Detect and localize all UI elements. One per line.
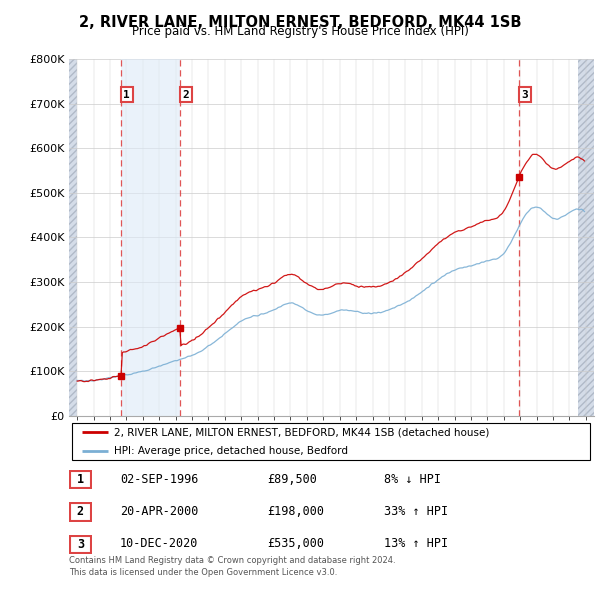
Text: Price paid vs. HM Land Registry's House Price Index (HPI): Price paid vs. HM Land Registry's House … xyxy=(131,25,469,38)
FancyBboxPatch shape xyxy=(70,503,91,520)
Text: 1: 1 xyxy=(77,473,84,486)
Bar xyxy=(578,59,594,416)
Text: 20-APR-2000: 20-APR-2000 xyxy=(120,505,199,518)
Bar xyxy=(69,59,77,416)
Text: Contains HM Land Registry data © Crown copyright and database right 2024.
This d: Contains HM Land Registry data © Crown c… xyxy=(69,556,395,577)
Text: 33% ↑ HPI: 33% ↑ HPI xyxy=(384,505,448,518)
FancyBboxPatch shape xyxy=(70,536,91,553)
Text: 8% ↓ HPI: 8% ↓ HPI xyxy=(384,473,441,486)
Bar xyxy=(578,59,594,416)
Text: 2, RIVER LANE, MILTON ERNEST, BEDFORD, MK44 1SB: 2, RIVER LANE, MILTON ERNEST, BEDFORD, M… xyxy=(79,15,521,30)
Text: 3: 3 xyxy=(77,537,84,551)
FancyBboxPatch shape xyxy=(71,423,590,460)
FancyBboxPatch shape xyxy=(70,471,91,488)
Text: £89,500: £89,500 xyxy=(267,473,317,486)
Text: 1: 1 xyxy=(124,90,130,100)
Text: 13% ↑ HPI: 13% ↑ HPI xyxy=(384,537,448,550)
Text: 3: 3 xyxy=(521,90,528,100)
Text: £535,000: £535,000 xyxy=(267,537,324,550)
Text: HPI: Average price, detached house, Bedford: HPI: Average price, detached house, Bedf… xyxy=(113,445,347,455)
Text: 2: 2 xyxy=(77,505,84,519)
Text: 2, RIVER LANE, MILTON ERNEST, BEDFORD, MK44 1SB (detached house): 2, RIVER LANE, MILTON ERNEST, BEDFORD, M… xyxy=(113,427,489,437)
Text: 2: 2 xyxy=(183,90,190,100)
Text: £198,000: £198,000 xyxy=(267,505,324,518)
Text: 02-SEP-1996: 02-SEP-1996 xyxy=(120,473,199,486)
Bar xyxy=(69,59,77,416)
Bar xyxy=(121,59,181,416)
Text: 10-DEC-2020: 10-DEC-2020 xyxy=(120,537,199,550)
